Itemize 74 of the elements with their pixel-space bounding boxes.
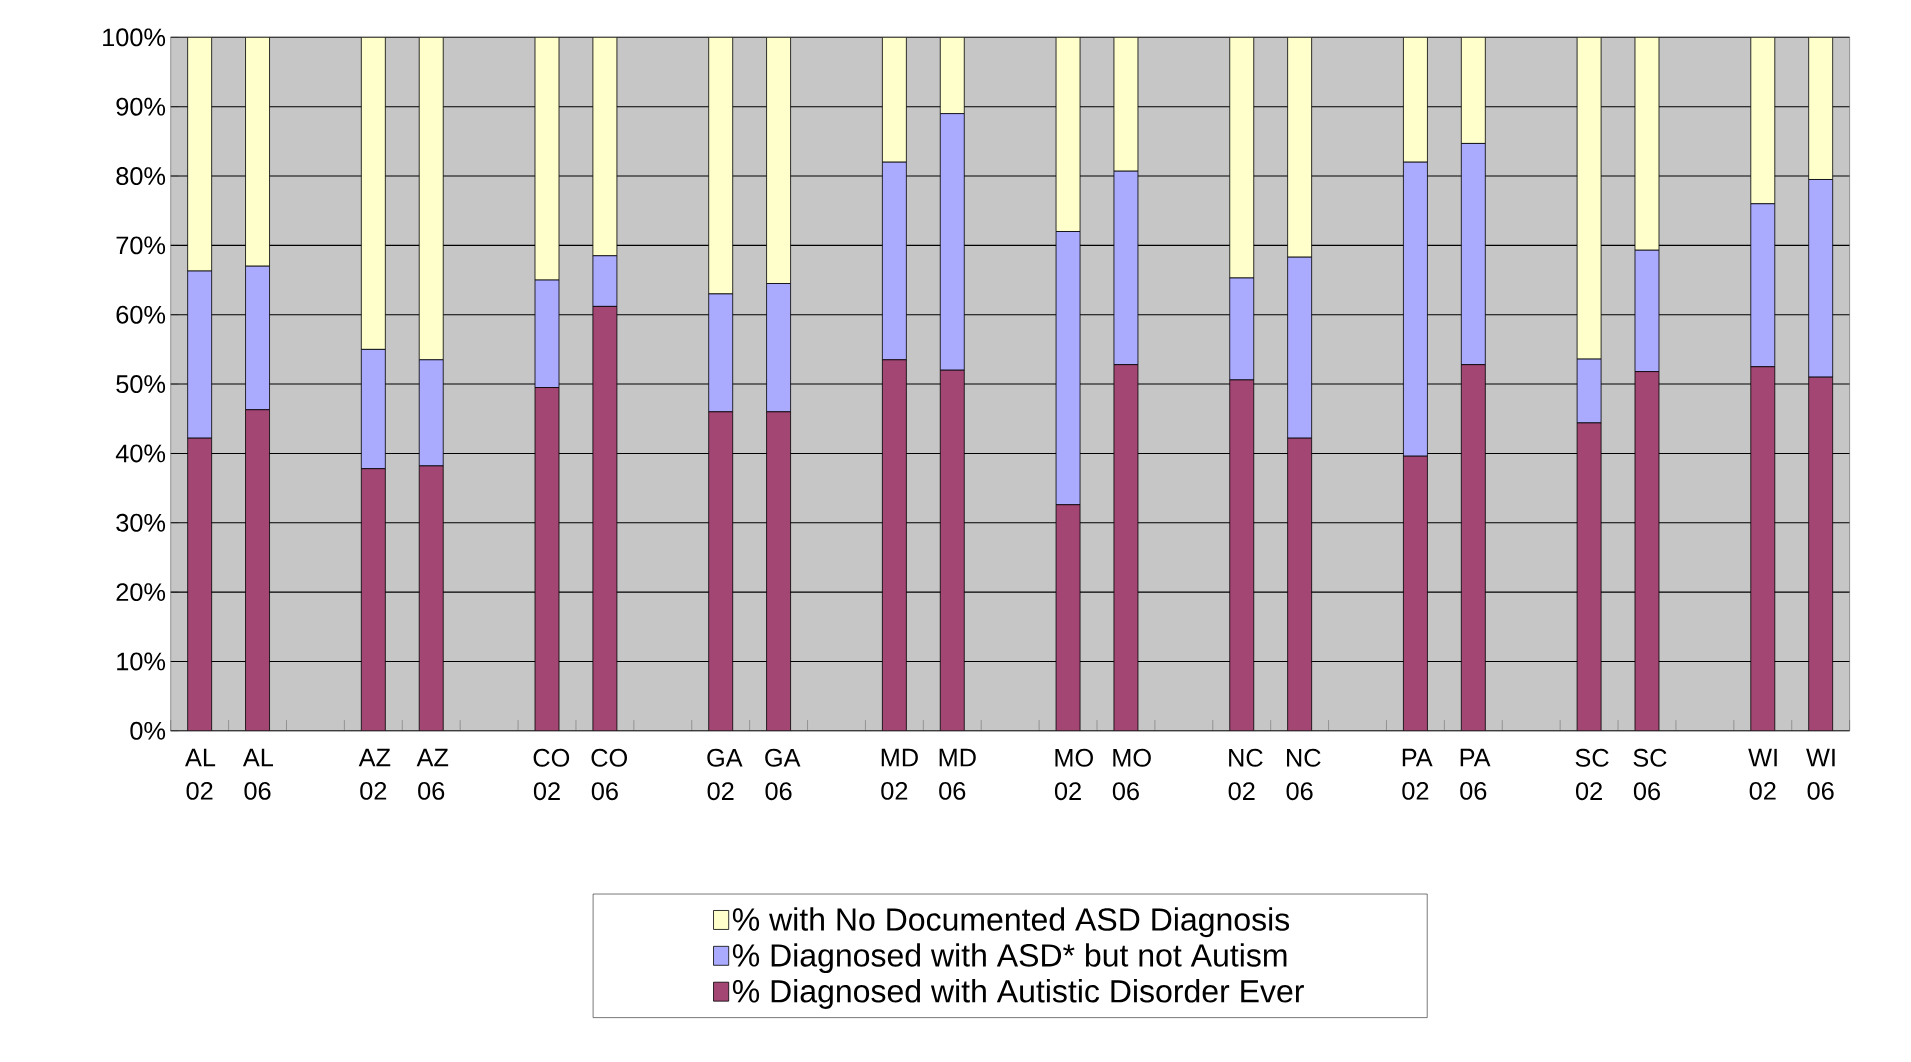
bar [1460, 37, 1486, 145]
bar [418, 465, 444, 732]
bar [1055, 504, 1081, 732]
legend-label: % with No Documented ASD Diagnosis [732, 907, 1290, 938]
y-tick-label: 10% [117, 652, 166, 671]
x-tick-label: MD 06 [939, 749, 976, 801]
x-tick-label: PA 02 [1402, 749, 1433, 801]
bar [766, 411, 791, 732]
x-tick-label: MD 02 [881, 749, 918, 801]
legend-label: % Diagnosed with Autistic Disorder Ever [732, 979, 1304, 1010]
x-tick-label: SC 02 [1575, 749, 1609, 801]
x-tick-label: AL 06 [242, 749, 274, 801]
bar [1808, 376, 1834, 732]
bar [1113, 37, 1139, 172]
bar [534, 387, 560, 732]
x-tick-label: NC 02 [1228, 749, 1263, 801]
bar [1634, 371, 1660, 732]
bar [1287, 37, 1313, 258]
bar [360, 468, 386, 732]
bar [708, 37, 734, 295]
bar [360, 37, 386, 351]
bar [1750, 37, 1776, 205]
bar [592, 37, 618, 257]
x-tick-label: CO 02 [533, 749, 570, 801]
bar [1055, 37, 1081, 233]
x-tick-label: CO 06 [591, 749, 628, 801]
bar [245, 409, 270, 732]
bar [708, 411, 734, 732]
bar [939, 37, 965, 115]
x-tick-label: MO 02 [1054, 749, 1093, 801]
bar [881, 37, 907, 163]
y-tick-label: 60% [116, 305, 166, 324]
bar [766, 37, 791, 285]
bar [187, 37, 213, 272]
x-tick-label: GA 06 [765, 749, 801, 801]
x-tick-label: AL 02 [185, 749, 216, 801]
bar [1576, 422, 1602, 732]
x-tick-label: NC 06 [1286, 749, 1321, 801]
bar [1287, 437, 1313, 732]
bar [1113, 364, 1139, 732]
x-tick-label: WI 02 [1748, 749, 1777, 801]
x-tick-label: AZ 06 [416, 749, 449, 801]
legend-label: % Diagnosed with ASD* but not Autism [732, 943, 1287, 974]
x-tick-label: GA 02 [707, 749, 743, 801]
x-tick-label: SC 06 [1633, 749, 1667, 801]
y-tick-label: 50% [116, 375, 166, 394]
x-tick-label: PA 06 [1460, 749, 1491, 801]
y-tick-label: 0% [130, 722, 166, 740]
bar [1808, 37, 1834, 181]
y-tick-label: 70% [116, 236, 166, 255]
bar [1229, 37, 1255, 279]
bar [245, 37, 270, 267]
y-tick-label: 100% [103, 28, 166, 47]
y-tick-label: 40% [115, 444, 166, 463]
bar [187, 437, 213, 732]
bar [881, 359, 907, 732]
bar [1229, 379, 1255, 732]
y-tick-label: 80% [116, 167, 166, 186]
y-tick-label: 20% [116, 583, 166, 602]
bar [534, 37, 560, 281]
bar [1460, 364, 1486, 732]
bar [1634, 37, 1660, 251]
bar [1576, 37, 1602, 360]
bar [1403, 37, 1428, 163]
y-tick-label: 30% [116, 514, 166, 532]
x-tick-label: MO 06 [1112, 749, 1151, 801]
y-tick-label: 90% [116, 97, 166, 116]
x-tick-label: AZ 02 [358, 749, 391, 801]
x-tick-label: WI 06 [1806, 749, 1835, 801]
bar [1750, 366, 1776, 732]
bar [939, 370, 965, 732]
bar [1403, 456, 1428, 732]
bar [418, 37, 444, 361]
bar [592, 306, 618, 732]
